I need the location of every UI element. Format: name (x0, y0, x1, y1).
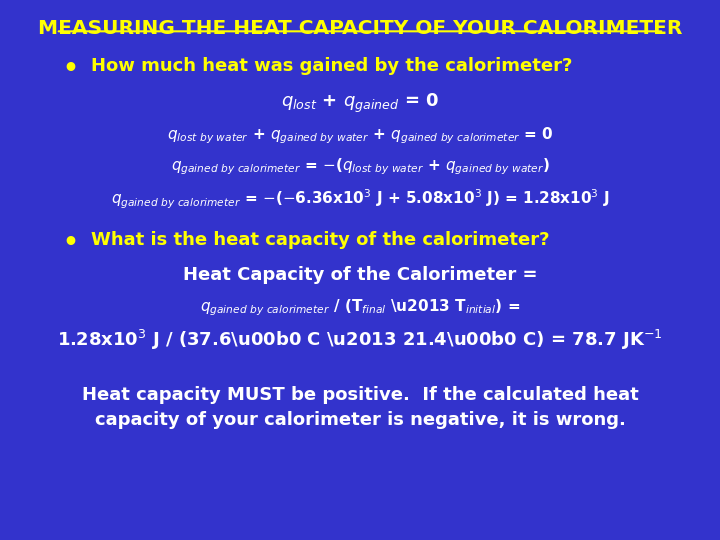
Text: MEASURING THE HEAT CAPACITY OF YOUR CALORIMETER: MEASURING THE HEAT CAPACITY OF YOUR CALO… (38, 19, 682, 38)
Text: $q_{lost\ by\ water}$ + $q_{gained\ by\ water}$ + $q_{gained\ by\ calorimeter}$ : $q_{lost\ by\ water}$ + $q_{gained\ by\ … (166, 125, 554, 146)
Text: Heat Capacity of the Calorimeter =: Heat Capacity of the Calorimeter = (183, 266, 537, 284)
Text: $q_{gained\ by\ calorimeter}$ = $-$($q_{lost\ by\ water}$ + $q_{gained\ by\ wate: $q_{gained\ by\ calorimeter}$ = $-$($q_{… (171, 157, 549, 177)
Text: What is the heat capacity of the calorimeter?: What is the heat capacity of the calorim… (91, 231, 549, 249)
Text: Heat capacity MUST be positive.  If the calculated heat
capacity of your calorim: Heat capacity MUST be positive. If the c… (81, 386, 639, 429)
Text: •: • (62, 231, 78, 255)
Text: $q_{gained\ by\ calorimeter}$ = $-$($-$6.36x10$^{3}$ J + 5.08x10$^{3}$ J) = 1.28: $q_{gained\ by\ calorimeter}$ = $-$($-$6… (111, 188, 609, 211)
Text: $q_{gained\ by\ calorimeter}$ / (T$_{final}$ \u2013 T$_{initial}$) =: $q_{gained\ by\ calorimeter}$ / (T$_{fin… (200, 297, 520, 318)
Text: 1.28x10$^{3}$ J / (37.6\u00b0 C \u2013 21.4\u00b0 C) = 78.7 JK$^{-1}$: 1.28x10$^{3}$ J / (37.6\u00b0 C \u2013 2… (57, 328, 663, 353)
Text: •: • (62, 57, 78, 80)
Text: How much heat was gained by the calorimeter?: How much heat was gained by the calorime… (91, 57, 572, 75)
Text: $q_{lost}$ + $q_{gained}$ = 0: $q_{lost}$ + $q_{gained}$ = 0 (281, 92, 439, 115)
